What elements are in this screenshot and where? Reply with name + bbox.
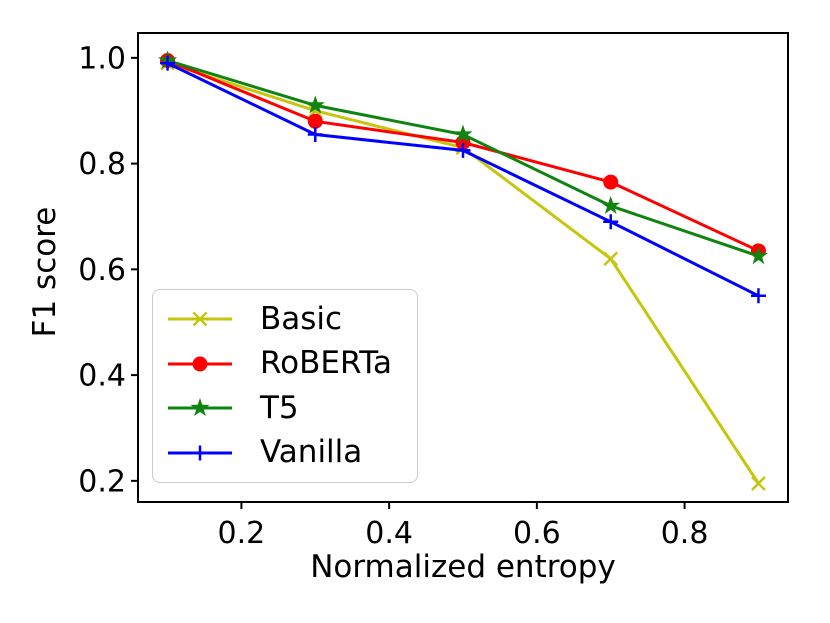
star-marker bbox=[748, 246, 768, 265]
plus-marker bbox=[455, 142, 471, 158]
y-tick-label: 0.2 bbox=[78, 464, 126, 499]
legend-item-basic: Basic bbox=[166, 300, 417, 337]
y-tick-label: 0.6 bbox=[78, 253, 126, 288]
legend-item-vanilla: Vanilla bbox=[166, 437, 417, 468]
legend-label: T5 bbox=[260, 389, 299, 426]
legend-label: RoBERTa bbox=[260, 345, 393, 382]
legend-line-sample bbox=[168, 311, 232, 327]
x-tick-label: 0.6 bbox=[513, 516, 561, 551]
plus-marker bbox=[603, 214, 619, 230]
legend-line-sample bbox=[168, 356, 232, 372]
plus-marker bbox=[750, 288, 766, 304]
legend-line-sample bbox=[168, 445, 232, 461]
legend-label: Basic bbox=[260, 300, 343, 337]
plus-marker bbox=[307, 127, 323, 143]
y-tick-label: 0.4 bbox=[78, 359, 126, 394]
circle-marker bbox=[307, 113, 323, 129]
circle-marker bbox=[192, 356, 208, 372]
legend-item-roberta: RoBERTa bbox=[166, 348, 417, 379]
x-tick-label: 0.2 bbox=[218, 516, 266, 551]
x-tick-label: 0.8 bbox=[661, 516, 709, 551]
legend-line-sample bbox=[168, 398, 232, 417]
star-marker bbox=[305, 95, 325, 114]
x-marker bbox=[751, 476, 766, 491]
x-tick-label: 0.4 bbox=[365, 516, 413, 551]
star-marker bbox=[601, 195, 621, 214]
y-tick-label: 1.0 bbox=[78, 41, 126, 76]
legend-label: Vanilla bbox=[260, 434, 363, 471]
x-marker bbox=[192, 311, 208, 327]
legend-item-t5: T5 bbox=[166, 389, 417, 426]
circle-marker bbox=[603, 174, 619, 190]
x-axis-label: Normalized entropy bbox=[310, 549, 616, 585]
plot-border bbox=[137, 32, 789, 503]
series-line-t5 bbox=[166, 59, 760, 258]
y-axis-label: F1 score bbox=[27, 206, 63, 338]
x-marker bbox=[603, 251, 619, 267]
legend: Basic RoBERTa T5 Vanilla bbox=[152, 289, 418, 483]
star-marker bbox=[190, 398, 210, 417]
plus-marker bbox=[192, 445, 208, 461]
star-marker bbox=[453, 124, 473, 143]
plus-marker bbox=[160, 55, 176, 71]
y-tick-label: 0.8 bbox=[78, 147, 126, 182]
